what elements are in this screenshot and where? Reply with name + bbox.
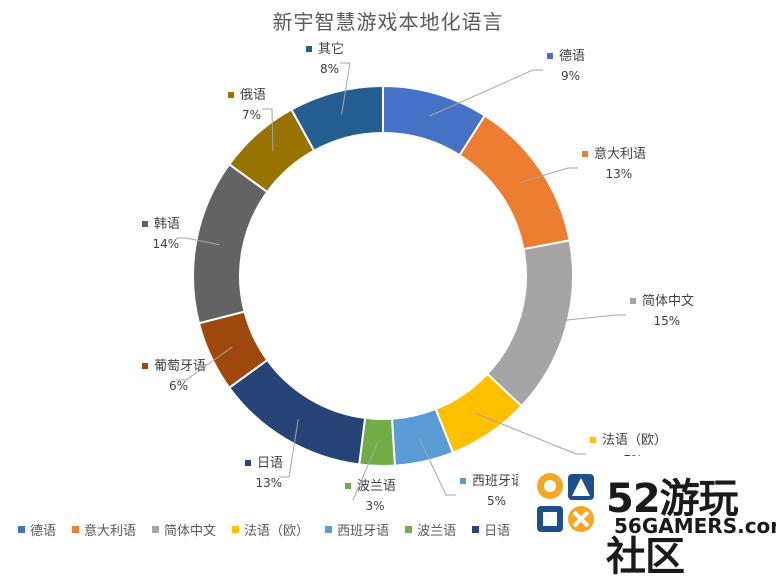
data-label-value-9: 7% bbox=[242, 108, 261, 122]
data-label-name-2: 简体中文 bbox=[642, 293, 694, 309]
legend-swatch-6 bbox=[472, 525, 480, 533]
slice-1 bbox=[458, 114, 571, 251]
legend-item-0: 德语 bbox=[18, 520, 56, 539]
label-swatch-5 bbox=[345, 483, 351, 489]
data-label-value-10: 8% bbox=[320, 62, 339, 76]
legend-item-4: 西班牙语 bbox=[325, 520, 389, 539]
legend-item-5: 波兰语 bbox=[405, 520, 456, 539]
label-swatch-1 bbox=[582, 151, 588, 157]
data-label-value-0: 9% bbox=[561, 69, 580, 83]
leader-line-2 bbox=[542, 314, 626, 323]
data-label-value-8: 14% bbox=[153, 237, 180, 251]
legend-label-2: 简体中文 bbox=[164, 523, 217, 539]
legend-swatch-5 bbox=[405, 525, 413, 533]
label-swatch-3 bbox=[590, 437, 596, 443]
leader-line-5 bbox=[352, 442, 379, 501]
legend-swatch-0 bbox=[18, 525, 25, 533]
data-label-name-6: 日语 bbox=[257, 456, 283, 471]
leader-line-8 bbox=[176, 237, 220, 246]
data-label-name-4: 西班牙语 bbox=[472, 474, 524, 489]
legend-swatch-4 bbox=[325, 525, 333, 533]
leader-line-1 bbox=[520, 167, 578, 183]
watermark-domain: 56GAMERS.com bbox=[614, 514, 776, 538]
chart-title: 新宇智慧游戏本地化语言 bbox=[272, 10, 504, 34]
legend-label-0: 德语 bbox=[30, 523, 57, 539]
legend-label-1: 意大利语 bbox=[84, 523, 137, 539]
data-label-name-10: 其它 bbox=[318, 41, 344, 57]
label-swatch-4 bbox=[460, 478, 466, 484]
label-swatch-8 bbox=[142, 221, 148, 227]
label-swatch-6 bbox=[245, 460, 251, 466]
doughnut-chart: 新宇智慧游戏本地化语言 德语 9% 意大利语 13% 简体中文 15% 法语（欧） 7% 西班牙… bbox=[18, 10, 752, 539]
label-swatch-0 bbox=[547, 53, 553, 59]
legend-item-6: 日语 bbox=[472, 520, 510, 539]
label-swatch-9 bbox=[228, 92, 234, 98]
legend-label-4: 西班牙语 bbox=[337, 523, 390, 539]
legend-swatch-3 bbox=[232, 525, 240, 533]
data-label-name-7: 葡萄牙语 bbox=[154, 359, 206, 374]
watermark: 52游玩社区 56GAMERS.com bbox=[518, 456, 776, 580]
data-label-name-3: 法语（欧） bbox=[602, 433, 667, 448]
data-label-value-2: 15% bbox=[654, 314, 681, 328]
data-label-name-8: 韩语 bbox=[154, 217, 180, 232]
data-label-value-4: 5% bbox=[487, 494, 506, 508]
data-label-value-7: 6% bbox=[169, 379, 188, 393]
slice-6 bbox=[227, 358, 367, 466]
slice-2 bbox=[485, 239, 574, 408]
leader-line-9 bbox=[262, 108, 274, 152]
legend-swatch-2 bbox=[152, 525, 160, 533]
legend-label-3: 法语（欧） bbox=[244, 523, 310, 539]
chart-canvas: 德语 9% 意大利语 13% 简体中文 15% 法语（欧） 7% 西班牙语 5% 波兰语 3% 日语 13… bbox=[142, 41, 694, 513]
leader-line-10 bbox=[340, 62, 351, 115]
legend-swatch-1 bbox=[72, 525, 80, 533]
data-label-value-5: 3% bbox=[366, 499, 385, 513]
leader-line-7 bbox=[176, 346, 233, 381]
data-label-name-1: 意大利语 bbox=[594, 146, 646, 162]
leader-line-0 bbox=[429, 69, 543, 117]
data-label-value-6: 13% bbox=[256, 476, 283, 490]
label-swatch-7 bbox=[142, 363, 148, 369]
label-swatch-10 bbox=[306, 46, 312, 52]
legend-label-6: 日语 bbox=[484, 523, 511, 539]
legend-item-2: 简体中文 bbox=[152, 520, 216, 539]
label-swatch-2 bbox=[630, 298, 636, 304]
leader-line-6 bbox=[279, 419, 299, 478]
data-label-name-5: 波兰语 bbox=[357, 479, 396, 494]
data-label-value-1: 13% bbox=[606, 167, 633, 181]
legend-label-5: 波兰语 bbox=[417, 523, 457, 539]
slice-10 bbox=[290, 84, 384, 153]
legend-item-3: 法语（欧） bbox=[232, 520, 309, 539]
data-label-name-9: 俄语 bbox=[240, 88, 266, 103]
legend-item-1: 意大利语 bbox=[72, 520, 136, 539]
leader-line-4 bbox=[418, 438, 456, 496]
watermark-logo-icon bbox=[537, 473, 594, 532]
leader-line-3 bbox=[476, 413, 586, 455]
data-label-name-0: 德语 bbox=[559, 49, 585, 64]
slice-8 bbox=[192, 162, 269, 325]
